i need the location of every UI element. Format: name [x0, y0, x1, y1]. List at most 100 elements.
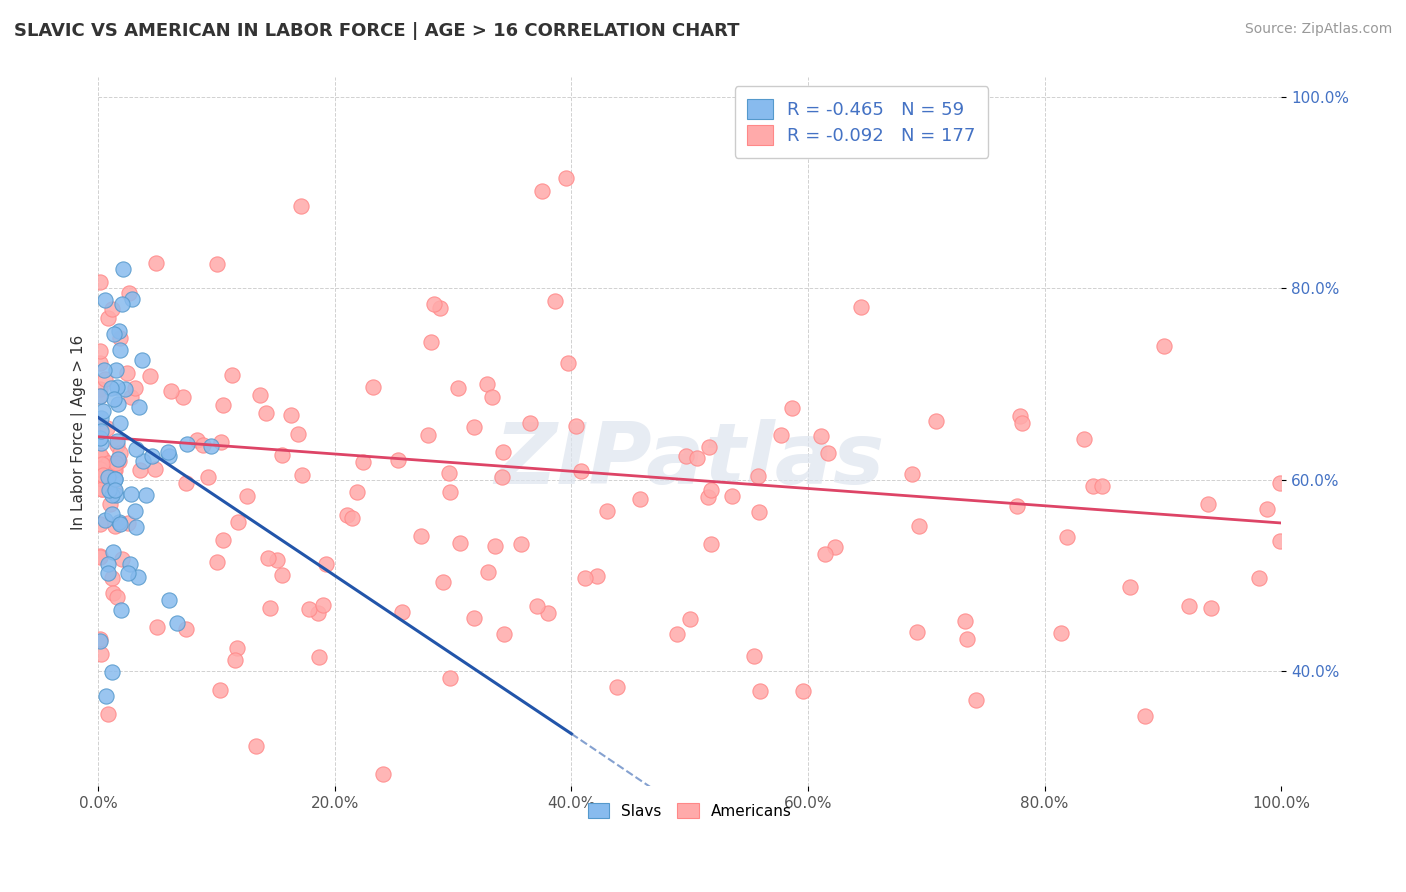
Point — [120, 390, 142, 404]
Point — [666, 627, 689, 641]
Point — [477, 566, 499, 580]
Point — [371, 767, 394, 781]
Point — [157, 449, 180, 463]
Point — [782, 401, 804, 415]
Point — [965, 693, 987, 707]
Point — [100, 496, 122, 510]
Point — [118, 285, 141, 300]
Point — [432, 575, 454, 590]
Point — [186, 433, 208, 447]
Point — [226, 641, 249, 656]
Point — [89, 431, 111, 445]
Point — [200, 439, 222, 453]
Point — [139, 368, 162, 383]
Point — [94, 293, 117, 307]
Point — [679, 612, 702, 626]
Point — [94, 690, 117, 704]
Point — [1199, 600, 1222, 615]
Point — [586, 569, 609, 583]
Point — [212, 533, 235, 548]
Point — [519, 416, 541, 430]
Point — [100, 381, 122, 395]
Point — [1256, 502, 1278, 516]
Point — [1005, 500, 1028, 514]
Point — [91, 467, 114, 482]
Point — [131, 353, 153, 368]
Point — [107, 452, 129, 467]
Point — [423, 297, 446, 311]
Point — [447, 381, 470, 395]
Point — [1050, 625, 1073, 640]
Point — [101, 665, 124, 680]
Point — [90, 457, 112, 471]
Point — [90, 462, 112, 476]
Point — [411, 529, 433, 543]
Point — [526, 599, 548, 613]
Point — [555, 170, 578, 185]
Point — [1056, 530, 1078, 544]
Point — [89, 457, 111, 471]
Point — [391, 605, 413, 619]
Point — [127, 570, 149, 584]
Point — [103, 392, 125, 406]
Point — [90, 411, 112, 425]
Point — [463, 611, 485, 625]
Point — [492, 445, 515, 459]
Point — [1011, 416, 1033, 430]
Point — [312, 598, 335, 612]
Point — [89, 389, 111, 403]
Point — [1133, 709, 1156, 723]
Point — [290, 199, 312, 213]
Point — [111, 297, 134, 311]
Point — [89, 516, 111, 531]
Point — [287, 427, 309, 442]
Point — [117, 566, 139, 580]
Point — [105, 379, 128, 393]
Point — [89, 549, 111, 564]
Point — [89, 448, 111, 462]
Point — [463, 420, 485, 434]
Point — [491, 470, 513, 484]
Point — [157, 445, 180, 459]
Point — [97, 566, 120, 580]
Point — [700, 536, 723, 550]
Point — [117, 516, 139, 530]
Point — [90, 647, 112, 661]
Point — [125, 442, 148, 457]
Point — [114, 382, 136, 396]
Point — [1268, 475, 1291, 490]
Point — [101, 586, 124, 600]
Point — [308, 649, 330, 664]
Point — [336, 508, 359, 522]
Point — [905, 624, 928, 639]
Point — [105, 488, 128, 502]
Point — [744, 648, 766, 663]
Point — [769, 428, 792, 442]
Point — [89, 632, 111, 647]
Point — [221, 368, 243, 383]
Point — [103, 483, 125, 498]
Point — [1153, 339, 1175, 353]
Point — [1091, 479, 1114, 493]
Point — [197, 469, 219, 483]
Point — [97, 558, 120, 572]
Point — [1119, 581, 1142, 595]
Point — [97, 456, 120, 470]
Point — [1249, 571, 1271, 585]
Point — [721, 489, 744, 503]
Point — [574, 570, 596, 584]
Point — [439, 485, 461, 500]
Point — [112, 261, 135, 276]
Point — [90, 451, 112, 466]
Point — [90, 424, 112, 438]
Point — [103, 463, 125, 477]
Point — [1081, 479, 1104, 493]
Point — [124, 504, 146, 518]
Point — [105, 438, 128, 452]
Point — [101, 488, 124, 502]
Point — [697, 440, 720, 454]
Point — [363, 380, 385, 394]
Point — [814, 548, 837, 562]
Point — [105, 434, 128, 448]
Point — [544, 293, 567, 308]
